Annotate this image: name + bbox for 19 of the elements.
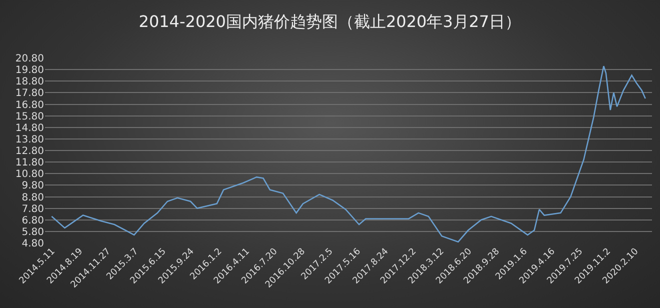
y-tick-label: 14.80 bbox=[15, 122, 44, 134]
y-tick-label: 19.80 bbox=[15, 65, 44, 76]
y-tick-label: 7.80 bbox=[22, 204, 44, 215]
y-tick-label: 6.80 bbox=[22, 215, 44, 226]
line-series bbox=[51, 65, 646, 242]
y-tick-label: 16.80 bbox=[15, 100, 44, 111]
y-tick-label: 15.80 bbox=[15, 111, 44, 122]
y-tick-label: 8.80 bbox=[22, 192, 44, 204]
y-tick-label: 11.80 bbox=[15, 158, 44, 169]
chart-title: 2014-2020国内猪价趋势图（截止2020年3月27日） bbox=[138, 12, 522, 32]
y-tick-label: 18.80 bbox=[15, 76, 44, 88]
y-tick-label: 17.80 bbox=[15, 88, 44, 100]
y-tick-label: 5.80 bbox=[22, 226, 44, 238]
y-tick-label: 10.80 bbox=[15, 169, 44, 180]
y-tick-label: 20.80 bbox=[15, 54, 44, 64]
y-tick-label: 13.80 bbox=[15, 134, 44, 146]
y-tick-label: 9.80 bbox=[22, 180, 44, 192]
y-tick-label: 12.80 bbox=[15, 146, 44, 157]
y-tick-label: 4.80 bbox=[22, 238, 44, 250]
